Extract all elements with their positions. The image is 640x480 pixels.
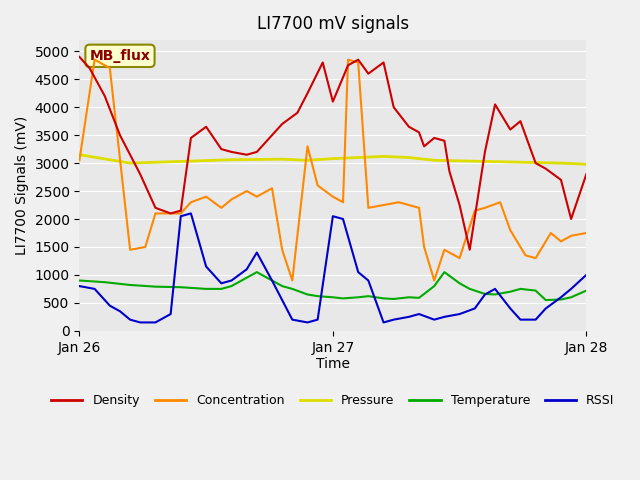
Y-axis label: LI7700 Signals (mV): LI7700 Signals (mV) (15, 116, 29, 255)
X-axis label: Time: Time (316, 357, 350, 372)
Text: MB_flux: MB_flux (90, 49, 150, 63)
Legend: Density, Concentration, Pressure, Temperature, RSSI: Density, Concentration, Pressure, Temper… (46, 389, 620, 412)
Title: LI7700 mV signals: LI7700 mV signals (257, 15, 409, 33)
